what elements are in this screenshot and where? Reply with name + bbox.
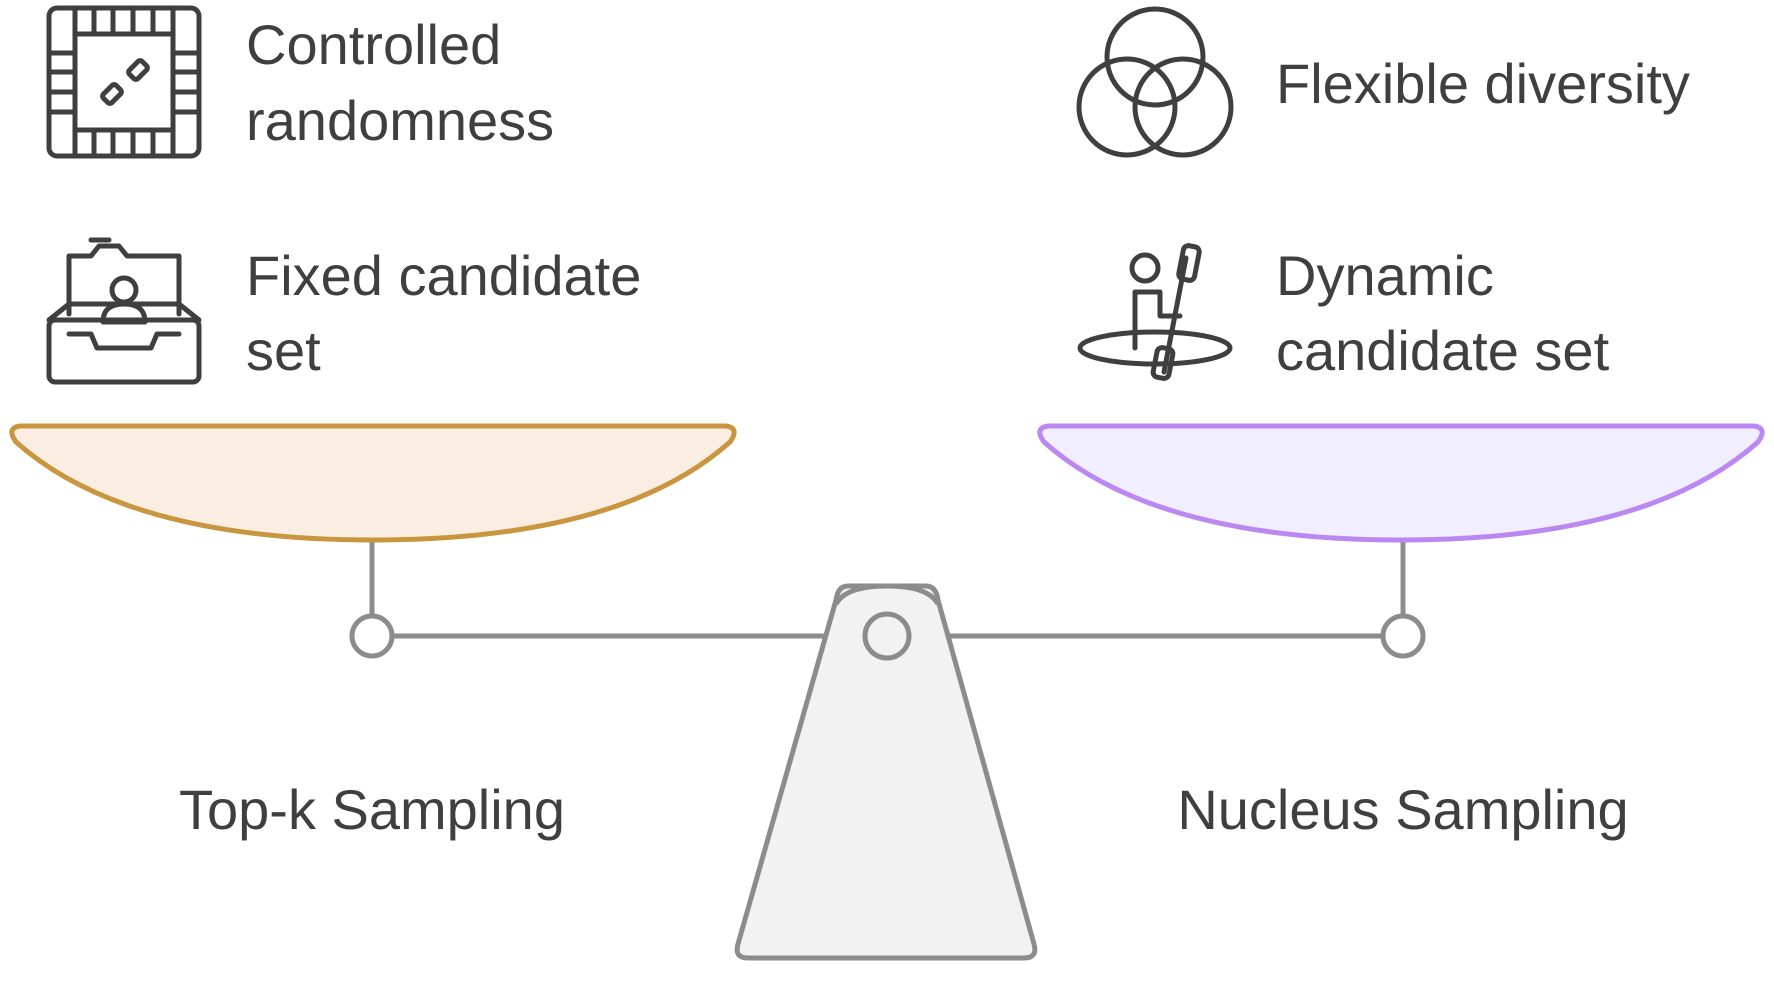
left-pan <box>9 423 737 543</box>
inbox-tray-icon <box>46 237 202 385</box>
feature-dynamic-line1: Dynamic <box>1276 244 1494 307</box>
left-hinge <box>349 613 395 659</box>
fulcrum <box>734 583 1038 961</box>
fulcrum-top <box>833 583 941 606</box>
venn-diagram-icon <box>1076 6 1234 158</box>
feature-dynamic-line2: candidate set <box>1276 319 1610 382</box>
right-pan <box>1037 423 1765 543</box>
feature-fixed-line1: Fixed candidate <box>246 244 641 307</box>
fulcrum-pivot <box>862 611 912 661</box>
feature-controlled-line2: randomness <box>246 89 554 152</box>
board-game-icon <box>46 5 202 159</box>
label-top-k: Top-k Sampling <box>179 778 565 841</box>
right-hinge <box>1380 613 1426 659</box>
feature-controlled-line1: Controlled <box>246 13 501 76</box>
label-nucleus: Nucleus Sampling <box>1177 778 1628 841</box>
kayak-paddler-icon <box>1077 243 1233 381</box>
feature-fixed-line2: set <box>246 319 321 382</box>
feature-flexible-line1: Flexible diversity <box>1276 52 1690 115</box>
